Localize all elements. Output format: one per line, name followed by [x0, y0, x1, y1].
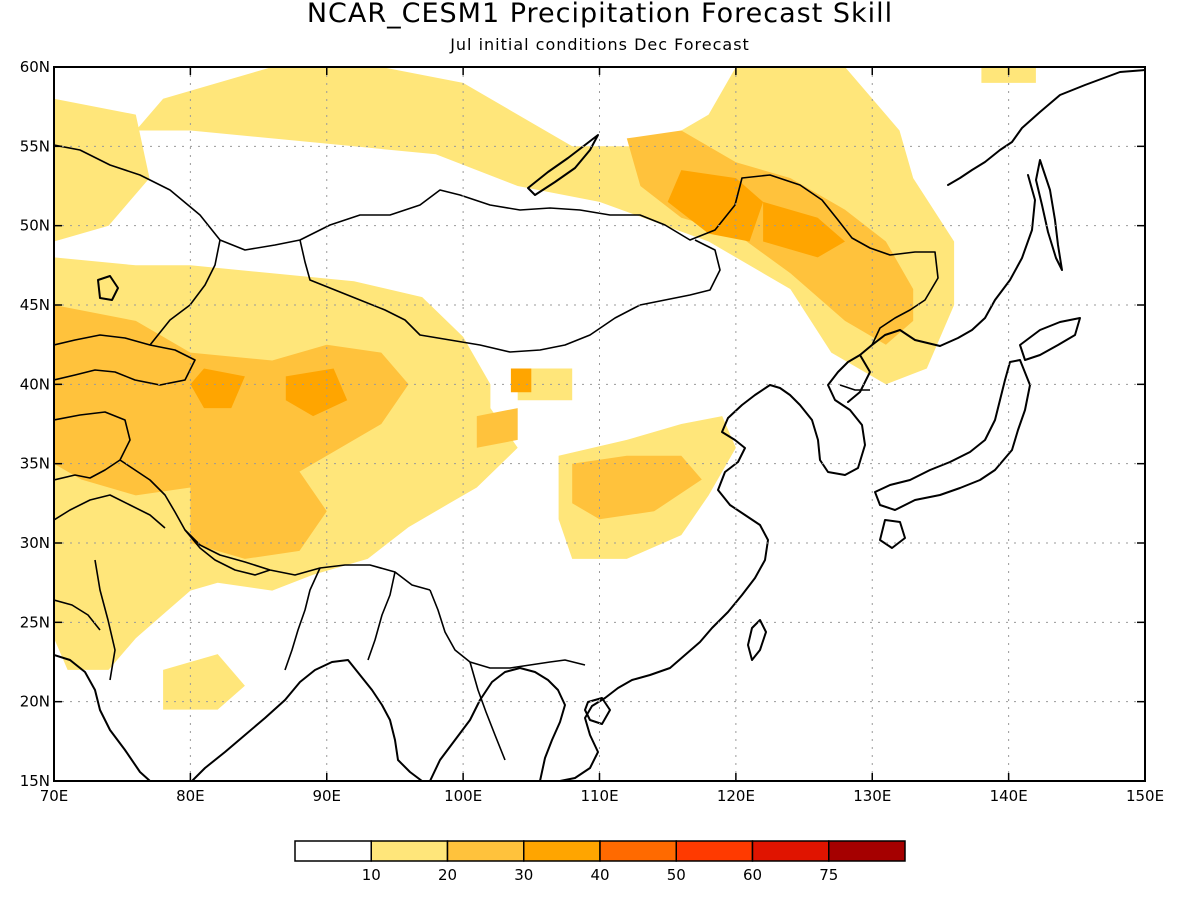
colorbar-swatch [751, 840, 830, 862]
x-tick-label: 100E [444, 787, 482, 805]
colorbar-swatch [294, 840, 372, 862]
colorbar-label: 10 [362, 866, 381, 884]
y-tick-label: 20N [20, 693, 50, 711]
y-tick-label: 15N [20, 772, 50, 790]
colorbar-label: 30 [514, 866, 533, 884]
skill-shading [54, 67, 1036, 710]
skill-region-9 [190, 455, 327, 559]
y-tick-label: 30N [20, 534, 50, 552]
skill-region-16 [510, 368, 532, 393]
colorbar-swatch [599, 840, 677, 862]
colorbar-swatch [523, 840, 601, 862]
map-gridlines [54, 67, 1145, 781]
colorbar-label: 40 [590, 866, 609, 884]
x-tick-label: 90E [312, 787, 341, 805]
y-tick-label: 50N [20, 217, 50, 235]
skill-region-10 [476, 408, 518, 448]
y-tick-label: 55N [20, 137, 50, 155]
colorbar-label: 60 [743, 866, 762, 884]
y-tick-label: 35N [20, 455, 50, 473]
x-tick-label: 80E [176, 787, 205, 805]
colorbar-label: 50 [667, 866, 686, 884]
longitude-axis: 70E 80E 90E 100E 110E 120E 130E 140E 150E [40, 67, 1164, 805]
y-tick-label: 40N [20, 375, 50, 393]
colorbar-swatch [828, 840, 906, 862]
x-tick-label: 130E [853, 787, 891, 805]
colorbar-label: 75 [819, 866, 838, 884]
skill-region-1 [54, 98, 150, 242]
colorbar-swatch [675, 840, 754, 862]
map-title: NCAR_CESM1 Precipitation Forecast Skill [307, 0, 893, 29]
y-tick-label: 60N [20, 58, 50, 76]
skill-region-14 [190, 368, 245, 409]
colorbar-swatch [446, 840, 525, 862]
skill-region-5 [163, 654, 245, 710]
coastlines [54, 69, 1145, 781]
skill-region-15 [285, 368, 348, 417]
colorbar: 10 20 30 40 50 60 75 [294, 840, 906, 884]
x-tick-label: 120E [717, 787, 755, 805]
map-subtitle: Jul initial conditions Dec Forecast [449, 35, 750, 54]
x-tick-label: 140E [990, 787, 1028, 805]
y-tick-label: 45N [20, 296, 50, 314]
skill-region-3 [517, 368, 573, 401]
country-borders [54, 144, 939, 761]
skill-region-0 [135, 67, 955, 385]
colorbar-label: 20 [438, 866, 457, 884]
x-tick-label: 110E [580, 787, 618, 805]
skill-region-11 [572, 455, 702, 520]
skill-region-13 [763, 201, 845, 258]
x-tick-label: 150E [1126, 787, 1164, 805]
x-tick-label: 70E [40, 787, 69, 805]
latitude-axis: 15N 20N 25N 30N 35N 40N 45N 50N 55N 60N [20, 58, 1145, 790]
y-tick-label: 25N [20, 613, 50, 631]
colorbar-swatch [370, 840, 449, 862]
